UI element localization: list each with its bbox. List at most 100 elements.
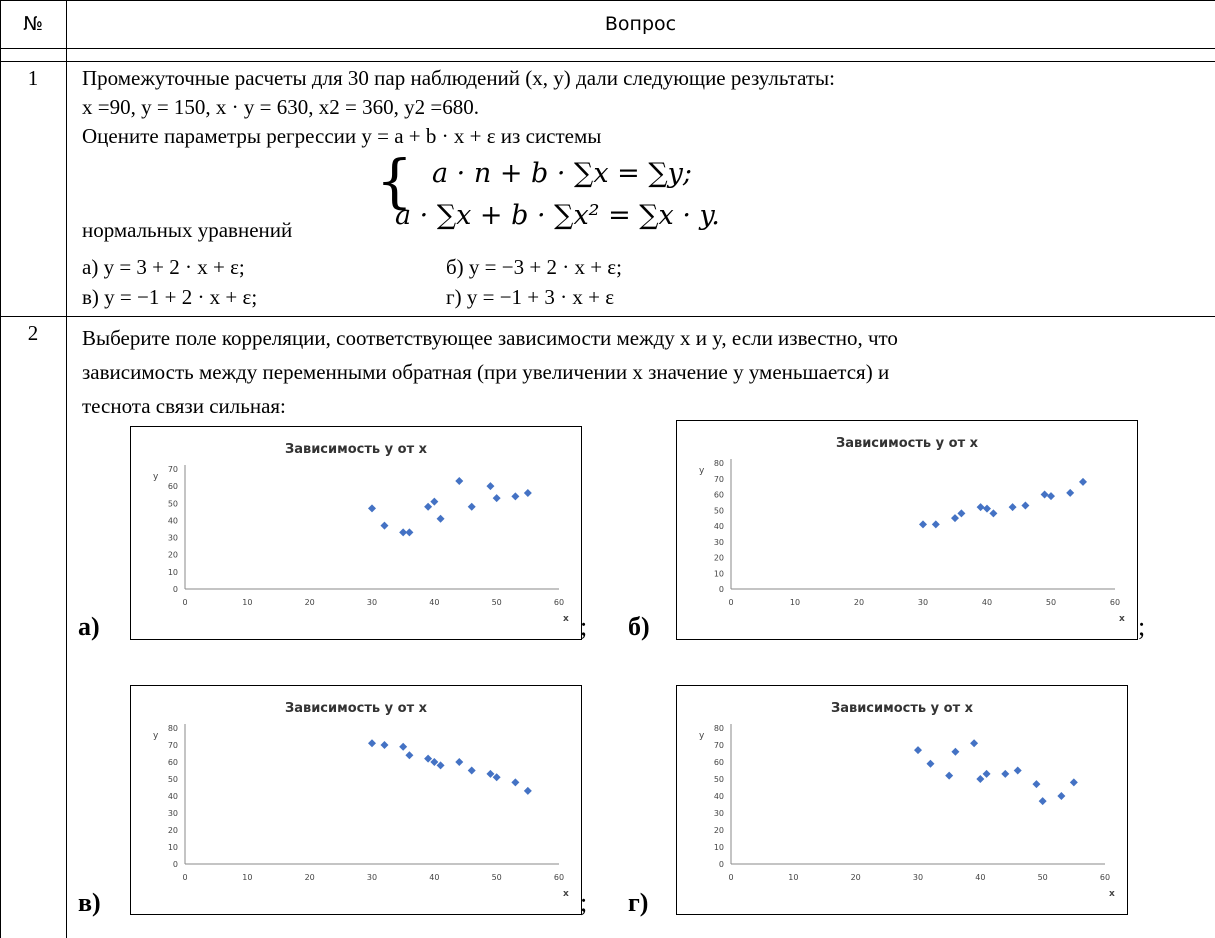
x-axis-label: x xyxy=(563,889,569,899)
data-point xyxy=(492,494,501,503)
data-point xyxy=(982,769,991,778)
q1-option-a: а) y = 3 + 2 · x + ε; xyxy=(82,255,245,279)
x-tick-label: 50 xyxy=(492,598,502,607)
q2-text: Выберите поле корреляции, соответствующе… xyxy=(82,321,898,423)
data-point xyxy=(1069,778,1078,787)
data-point xyxy=(1057,792,1066,800)
y-tick-label: 0 xyxy=(719,860,724,869)
y-tick-label: 80 xyxy=(714,459,724,468)
data-point xyxy=(511,492,520,501)
x-tick-label: 30 xyxy=(367,598,377,607)
data-point xyxy=(1079,477,1087,486)
y-tick-label: 50 xyxy=(168,499,178,508)
q1-line-2: x =90, y = 150, x · y = 630, x2 = 360, y… xyxy=(82,95,479,119)
q2-line-1: Выберите поле корреляции, соответствующе… xyxy=(82,326,898,350)
option-letter-a: а) xyxy=(78,612,100,641)
data-point xyxy=(957,509,966,518)
data-point xyxy=(951,514,959,523)
y-tick-label: 30 xyxy=(168,809,178,818)
scatter-chart-b: Зависимость y от x 0 10 20 30 40 50 60 70 80 0 10 20… xyxy=(676,420,1138,640)
y-axis-label: y xyxy=(699,731,705,741)
x-tick-label: 10 xyxy=(790,598,800,607)
q1-option-g: г) y = −1 + 3 · x + ε xyxy=(446,285,615,309)
data-point xyxy=(976,503,985,512)
table-header-divider-2 xyxy=(0,61,1215,62)
y-axis-label: y xyxy=(153,731,159,741)
data-point xyxy=(931,520,940,529)
chart-title: Зависимость y от x xyxy=(831,701,974,716)
y-tick-label: 20 xyxy=(168,551,178,560)
y-tick-label: 60 xyxy=(714,758,724,767)
x-tick-label: 10 xyxy=(788,873,798,882)
data-point xyxy=(467,502,476,511)
x-tick-label: 0 xyxy=(182,598,187,607)
x-tick-label: 10 xyxy=(242,598,252,607)
x-axis-label: x xyxy=(1119,614,1125,624)
x-tick-label: 20 xyxy=(854,598,864,607)
q2-line-2: зависимость между переменными обратная (… xyxy=(82,360,890,384)
data-point xyxy=(492,773,501,782)
data-point xyxy=(424,502,433,511)
data-point xyxy=(430,758,439,766)
data-point xyxy=(926,759,935,768)
table-border-top xyxy=(0,0,1215,1)
data-point xyxy=(945,771,954,780)
semicolon-v: ; xyxy=(580,888,588,917)
semicolon-b: ; xyxy=(1138,612,1146,641)
q1-option-b: б) y = −3 + 2 · x + ε; xyxy=(446,255,622,279)
x-tick-label: 30 xyxy=(913,873,923,882)
data-point xyxy=(436,514,445,523)
header-num: № xyxy=(23,13,43,35)
data-point xyxy=(380,521,389,530)
y-tick-label: 10 xyxy=(168,568,178,577)
x-tick-label: 0 xyxy=(728,873,733,882)
x-tick-label: 50 xyxy=(492,873,502,882)
scatter-chart-v: Зависимость y от x 0 10 20 30 40 50 60 70 80 0 10 20… xyxy=(130,685,582,915)
q1-number: 1 xyxy=(27,66,39,90)
x-tick-label: 40 xyxy=(429,598,439,607)
y-axis-label: y xyxy=(699,466,705,476)
option-letter-b: б) xyxy=(628,612,650,641)
y-tick-label: 10 xyxy=(714,843,724,852)
table-header-divider xyxy=(0,48,1215,49)
y-tick-label: 30 xyxy=(714,809,724,818)
x-tick-label: 50 xyxy=(1046,598,1056,607)
data-point xyxy=(368,739,376,748)
data-point xyxy=(399,742,408,751)
data-point xyxy=(486,769,495,778)
data-point xyxy=(405,751,414,760)
data-point xyxy=(1047,492,1055,501)
y-tick-label: 40 xyxy=(168,792,178,801)
data-point xyxy=(405,528,414,537)
header-question: Вопрос xyxy=(604,13,677,35)
scatter-chart-g: Зависимость y от x 0 10 20 30 40 50 60 70 80 0 10 20… xyxy=(676,685,1128,915)
data-point xyxy=(1040,490,1049,499)
data-point xyxy=(1013,766,1022,775)
chart-svg: Зависимость y от x 0 10 20 30 40 50 60 70 80 0 10 20… xyxy=(699,436,1125,624)
x-tick-label: 30 xyxy=(918,598,928,607)
y-tick-label: 60 xyxy=(168,482,178,491)
x-tick-label: 30 xyxy=(367,873,377,882)
q1-option-v: в) y = −1 + 2 · x + ε; xyxy=(82,285,258,309)
data-point xyxy=(914,746,922,755)
y-tick-label: 20 xyxy=(714,554,724,563)
data-point xyxy=(1008,503,1017,512)
y-tick-label: 40 xyxy=(168,516,178,525)
y-tick-label: 20 xyxy=(714,826,724,835)
table-column-divider xyxy=(66,0,67,938)
y-tick-label: 50 xyxy=(714,506,724,515)
x-tick-label: 60 xyxy=(554,598,564,607)
data-point xyxy=(1032,780,1041,789)
data-point xyxy=(399,528,408,537)
data-point xyxy=(976,775,985,783)
x-axis-label: x xyxy=(1109,889,1115,899)
data-point xyxy=(455,758,464,766)
y-tick-label: 40 xyxy=(714,792,724,801)
data-point xyxy=(424,754,433,763)
option-letter-v: в) xyxy=(78,888,101,917)
table-row-divider xyxy=(0,316,1215,317)
q1-system-eq-1: a · n + b · ∑x = ∑y; xyxy=(432,158,692,189)
data-point xyxy=(368,504,376,513)
data-point xyxy=(1001,769,1010,778)
